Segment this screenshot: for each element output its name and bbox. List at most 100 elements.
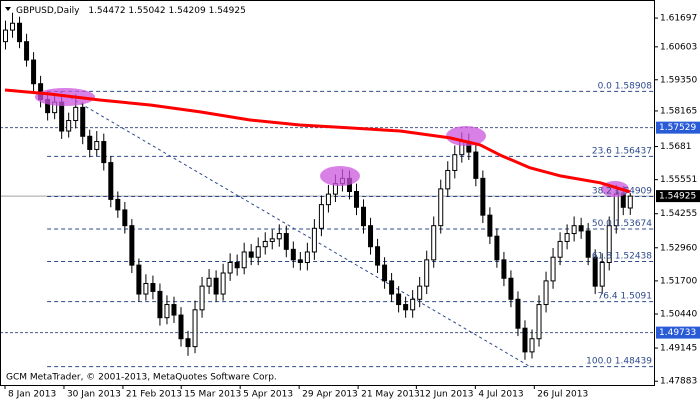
candle-body (150, 283, 156, 292)
candle-body (368, 225, 374, 248)
fibo-price: 1.53674 (615, 218, 652, 228)
candle-body (108, 162, 114, 200)
candle-body (80, 106, 86, 137)
y-tick-label: 1.5681 (660, 142, 692, 152)
candle-body (269, 238, 275, 242)
candle-body (136, 264, 142, 295)
candle-body (255, 246, 261, 258)
candle-body (87, 135, 93, 150)
candle-body (311, 227, 317, 253)
candle-body (571, 225, 577, 235)
x-tick-label: 5 Apr 2013 (243, 390, 293, 400)
candle-body (94, 141, 100, 150)
x-tick-label: 21 Feb 2013 (126, 390, 182, 400)
candle-body (199, 285, 205, 311)
candle-body (3, 29, 8, 43)
candle-body (557, 240, 563, 258)
header: GBPUSD,Daily 1.54472 1.55042 1.54209 1.5… (16, 6, 246, 16)
candle-body (318, 204, 324, 229)
candle-body (620, 193, 626, 208)
candle-body (480, 177, 486, 216)
candle-body (248, 251, 254, 258)
candle-body (283, 233, 289, 250)
fibo-price: 1.48439 (615, 356, 652, 366)
candle-body (276, 233, 282, 240)
y-tick-label: 1.55551 (660, 175, 697, 185)
x-tick-label: 4 Jul 2013 (478, 390, 523, 400)
fibo-level: 0.0 (598, 81, 613, 91)
footer: GCM MetaTrader, © 2001-2013, MetaQuotes … (6, 373, 277, 383)
menu-arrow (5, 7, 11, 11)
candle-body (564, 233, 570, 242)
candle-body (185, 338, 191, 348)
fibo-label: 61.8 1.52438 (592, 251, 652, 261)
candle-body (143, 283, 149, 295)
highlight (320, 166, 360, 186)
fibo-price: 1.54909 (615, 186, 652, 196)
candle-body (627, 195, 633, 209)
fibo-price: 1.56437 (615, 146, 652, 156)
candle-body (494, 235, 500, 261)
candle-body (452, 154, 458, 171)
candle-body (122, 209, 128, 227)
y-tick-label: 1.47883 (660, 377, 697, 387)
candle-body (410, 298, 416, 311)
y-tick-label: 1.59350 (660, 75, 697, 85)
candle-body (592, 256, 598, 287)
candle-body (487, 214, 493, 237)
candle-body (424, 259, 430, 287)
fibo-level: 100.0 (586, 356, 612, 366)
candle-body (262, 240, 268, 248)
x-tick-label: 15 Mar 2013 (184, 390, 241, 400)
candle-body (227, 261, 233, 274)
fibo-level: 50.0 (592, 218, 612, 228)
x-tick-label: 12 Jun 2013 (419, 390, 473, 400)
candle-body (241, 251, 247, 269)
candle-body (234, 261, 240, 269)
y-tick-label: 1.58165 (660, 106, 697, 116)
y-tick-label: 1.50440 (660, 310, 697, 320)
trendline (59, 90, 531, 368)
price-marker (656, 326, 700, 339)
x-tick-label: 21 May 2013 (361, 390, 420, 400)
candle-body (17, 22, 23, 43)
candle-body (606, 225, 612, 263)
fibo-price: 1.58908 (615, 81, 652, 91)
candle-body (529, 338, 535, 353)
moving-average (4, 88, 631, 194)
candle-body (157, 290, 163, 319)
candle-body (543, 280, 549, 306)
low: 1.54209 (169, 6, 206, 16)
y-tick-label: 1.49145 (660, 344, 697, 354)
candle-body (31, 59, 37, 85)
price-marker-label: 1.49733 (659, 328, 696, 338)
candle-body (585, 230, 591, 258)
candle-body (445, 169, 451, 190)
price-marker-label: 1.57529 (659, 123, 696, 133)
candle-body (438, 188, 444, 227)
candle-body (361, 206, 367, 227)
candle-body (536, 304, 542, 340)
plot-frame (0, 0, 655, 386)
candle-body (101, 141, 107, 164)
y-tick-label: 1.60603 (660, 42, 697, 52)
price-marker (656, 190, 700, 203)
fibo-label: 76.4 1.5091 (598, 291, 652, 301)
fibo-label: 38.2 1.54909 (592, 186, 652, 196)
candle-body (382, 264, 388, 282)
candle-body (417, 285, 423, 300)
candle-body (396, 293, 402, 306)
fibo-level: 23.6 (592, 146, 612, 156)
candle-body (66, 120, 72, 132)
fibo-price: 1.52438 (615, 251, 652, 261)
y-tick-label: 1.51700 (660, 276, 697, 286)
candle-body (10, 22, 16, 31)
fibo-level: 61.8 (592, 251, 612, 261)
close: 1.54925 (209, 6, 246, 16)
candle-body (354, 191, 359, 208)
open: 1.54472 (88, 6, 125, 16)
candle-body (578, 225, 584, 232)
